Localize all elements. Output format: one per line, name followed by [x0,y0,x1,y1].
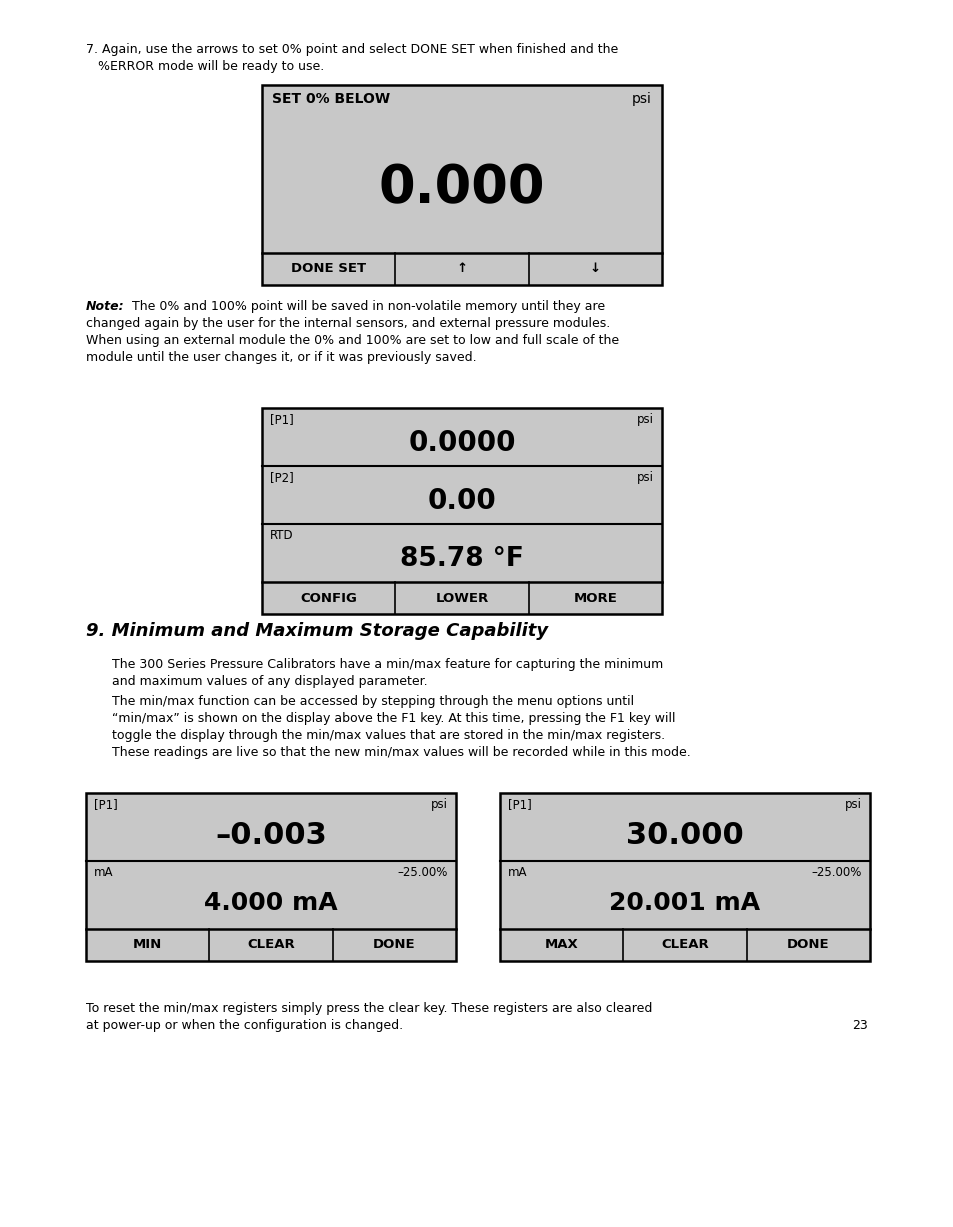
Text: –0.003: –0.003 [214,821,327,849]
Text: Note:: Note: [86,299,125,313]
Text: To reset the min/max registers simply press the clear key. These registers are a: To reset the min/max registers simply pr… [86,1002,652,1015]
Text: 0.000: 0.000 [378,162,545,213]
Text: ↓: ↓ [589,263,600,276]
Text: –25.00%: –25.00% [811,866,862,879]
Text: RTD: RTD [270,529,294,542]
Text: psi: psi [637,413,654,426]
Bar [499,793,869,961]
Text: psi: psi [632,92,651,106]
Text: SET 0% BELOW: SET 0% BELOW [272,92,390,106]
Text: 0.00: 0.00 [427,487,496,515]
Bar [262,85,661,285]
Text: “min/max” is shown on the display above the F1 key. At this time, pressing the F: “min/max” is shown on the display above … [112,712,675,725]
Text: 0.0000: 0.0000 [408,429,516,456]
Text: psi: psi [844,798,862,811]
Text: psi: psi [637,471,654,483]
Text: CLEAR: CLEAR [660,939,708,951]
Text: and maximum values of any displayed parameter.: and maximum values of any displayed para… [112,675,427,688]
Text: 7. Again, use the arrows to set 0% point and select DONE SET when finished and t: 7. Again, use the arrows to set 0% point… [86,43,618,56]
Text: mA: mA [94,866,113,879]
Text: [P1]: [P1] [270,413,294,426]
Text: The 300 Series Pressure Calibrators have a min/max feature for capturing the min: The 300 Series Pressure Calibrators have… [112,658,662,671]
Text: DONE: DONE [373,939,416,951]
Text: changed again by the user for the internal sensors, and external pressure module: changed again by the user for the intern… [86,317,610,330]
Text: CONFIG: CONFIG [300,591,356,605]
Text: 20.001 mA: 20.001 mA [609,891,760,915]
Bar [86,793,456,961]
Text: [P2]: [P2] [270,471,294,483]
Text: [P1]: [P1] [94,798,117,811]
Text: MIN: MIN [132,939,162,951]
Text: [P1]: [P1] [507,798,531,811]
Text: CLEAR: CLEAR [247,939,294,951]
Text: toggle the display through the min/max values that are stored in the min/max reg: toggle the display through the min/max v… [112,729,664,742]
Text: 23: 23 [851,1018,867,1032]
Text: DONE: DONE [786,939,829,951]
Text: 9. Minimum and Maximum Storage Capability: 9. Minimum and Maximum Storage Capabilit… [86,622,548,640]
Text: at power-up or when the configuration is changed.: at power-up or when the configuration is… [86,1018,403,1032]
Text: 4.000 mA: 4.000 mA [204,891,337,915]
Text: When using an external module the 0% and 100% are set to low and full scale of t: When using an external module the 0% and… [86,334,618,347]
Text: 30.000: 30.000 [625,821,743,849]
Text: module until the user changes it, or if it was previously saved.: module until the user changes it, or if … [86,351,476,364]
Text: 85.78 °F: 85.78 °F [399,546,523,572]
Text: MAX: MAX [544,939,578,951]
Bar [262,409,661,614]
Text: The 0% and 100% point will be saved in non-volatile memory until they are: The 0% and 100% point will be saved in n… [128,299,604,313]
Text: The min/max function can be accessed by stepping through the menu options until: The min/max function can be accessed by … [112,694,634,708]
Text: LOWER: LOWER [435,591,488,605]
Text: psi: psi [431,798,448,811]
Text: –25.00%: –25.00% [397,866,448,879]
Text: DONE SET: DONE SET [291,263,366,276]
Text: MORE: MORE [573,591,617,605]
Text: ↑: ↑ [456,263,467,276]
Text: These readings are live so that the new min/max values will be recorded while in: These readings are live so that the new … [112,746,690,760]
Text: %ERROR mode will be ready to use.: %ERROR mode will be ready to use. [86,60,324,72]
Text: mA: mA [507,866,527,879]
